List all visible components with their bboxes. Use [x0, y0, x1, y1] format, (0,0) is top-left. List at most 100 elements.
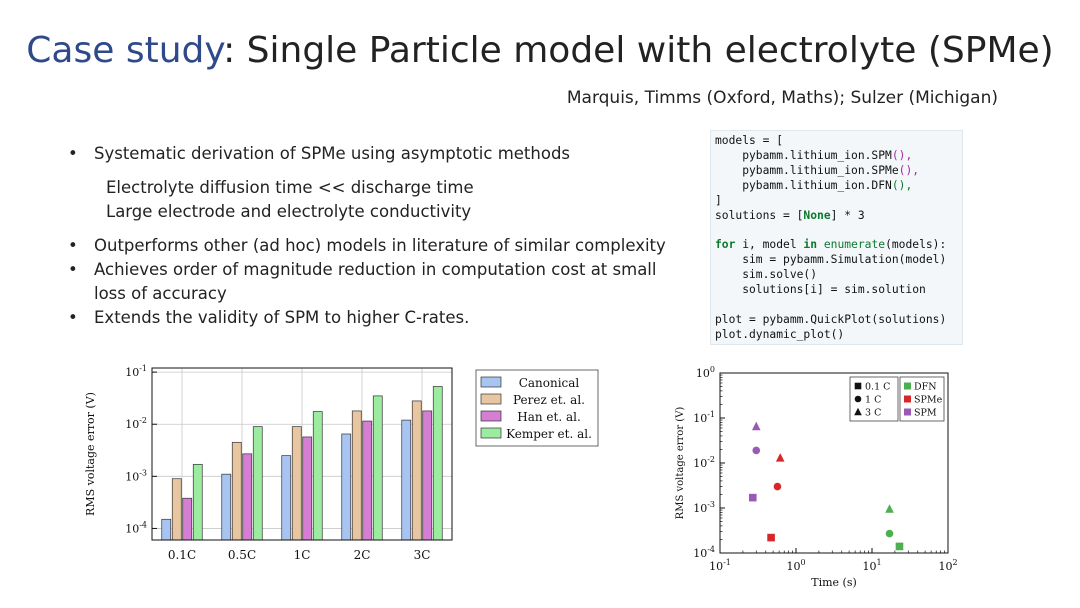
y-tick-label: 10-4	[693, 545, 715, 560]
bullet-item: • Achieves order of magnitude reduction i…	[68, 258, 688, 306]
bullet-text: Achieves order of magnitude reduction in…	[94, 260, 657, 303]
code-line: models = [	[715, 134, 784, 147]
legend-label: Kemper et. al.	[506, 427, 592, 441]
x-tick-label: 0.1C	[168, 548, 196, 562]
scatter-chart: 10-1 100 101 102 10-4 10-3 10-2 10-1 100 Time (s)…	[675, 365, 958, 589]
bullet-dot: •	[68, 260, 78, 279]
code-line: for i, model in enumerate(models):	[715, 238, 947, 252]
data-point	[751, 421, 761, 431]
bar	[432, 386, 443, 541]
bullet-item: • Outperforms other (ad hoc) models in li…	[68, 234, 688, 258]
bullet-text: Outperforms other (ad hoc) models in lit…	[94, 236, 666, 255]
bar	[161, 518, 172, 541]
legend-marker	[854, 395, 862, 403]
bullet-dot: •	[68, 236, 78, 255]
bar	[362, 420, 373, 541]
code-line: solutions[i] = sim.solution	[715, 283, 926, 297]
bullet-list: • Systematic derivation of SPMe using asy…	[68, 142, 688, 330]
legend-label: Canonical	[519, 376, 580, 390]
code-line: plot.dynamic_plot()	[715, 327, 845, 341]
bar	[302, 436, 313, 541]
data-point	[773, 482, 782, 491]
bar	[291, 426, 302, 541]
y-tick-label: 10-3	[693, 500, 715, 515]
y-tick-label: 10-1	[125, 364, 147, 379]
bullet-item: • Extends the validity of SPM to higher C…	[68, 306, 688, 330]
bar	[221, 473, 232, 541]
code-line-blank	[715, 223, 958, 238]
bullet-text: Extends the validity of SPM to higher C-…	[94, 308, 470, 327]
legend-label: DFN	[914, 382, 937, 393]
y-tick-label: 10-2	[693, 455, 715, 470]
data-point	[885, 529, 894, 538]
legend-swatch	[904, 395, 911, 403]
data-point	[767, 533, 775, 542]
y-tick-label: 100	[696, 365, 715, 380]
code-line: plot = pybamm.QuickPlot(solutions)	[715, 312, 947, 326]
bar	[281, 455, 292, 541]
legend-label: Han et. al.	[517, 410, 581, 424]
x-tick-label: 101	[862, 558, 881, 573]
y-tick-label: 10-1	[693, 410, 715, 425]
bar	[351, 410, 362, 541]
authors-line: Marquis, Timms (Oxford, Maths); Sulzer (…	[566, 88, 998, 108]
bar	[341, 433, 352, 541]
data-point	[895, 542, 904, 551]
data-point	[885, 504, 894, 513]
bullet-text: Systematic derivation of SPMe using asym…	[94, 144, 571, 163]
bar	[372, 395, 383, 541]
x-axis-label: Time (s)	[811, 576, 857, 589]
y-tick-label: 10-4	[125, 520, 147, 535]
x-tick-label: 100	[786, 558, 805, 573]
x-tick-label: 102	[938, 558, 957, 573]
bullet-dot: •	[68, 308, 78, 327]
data-point	[775, 453, 785, 462]
code-line: ]	[715, 193, 722, 207]
legend-swatch	[480, 427, 502, 439]
legend-label: SPM	[914, 408, 937, 419]
legend-label: Perez et. al.	[513, 393, 585, 407]
y-tick-label: 10-3	[125, 468, 147, 483]
x-tick-label: 2C	[354, 548, 371, 562]
code-block: models = [ pybamm.lithium_ion.SPM(), pyb…	[710, 130, 963, 345]
legend-swatch	[480, 376, 502, 388]
bar	[171, 478, 182, 541]
legend-swatch	[480, 410, 502, 422]
y-axis-label: RMS voltage error (V)	[675, 407, 686, 520]
bar	[411, 400, 422, 541]
code-line-blank	[715, 298, 958, 313]
data-point	[748, 493, 757, 502]
slide-title: Case study: Single Particle model with e…	[0, 30, 1080, 71]
y-tick-label: 10-2	[125, 416, 147, 431]
sub-point: Large electrode and electrolyte conducti…	[106, 202, 472, 221]
legend-label: 3 C	[865, 408, 881, 419]
x-tick-label: 10-1	[709, 558, 731, 573]
title-accent: Case study	[26, 30, 224, 71]
code-line: sim.solve()	[715, 268, 818, 282]
title-rest: : Single Particle model with electrolyte…	[223, 30, 1054, 71]
bullet-item: • Systematic derivation of SPMe using asy…	[68, 142, 688, 166]
bar	[252, 426, 263, 541]
legend-swatch	[480, 393, 502, 405]
bar	[182, 497, 193, 541]
code-line: solutions = [None] * 3	[715, 208, 865, 222]
legend-label: 1 C	[865, 395, 881, 406]
bar	[422, 410, 433, 541]
data-point	[752, 446, 761, 455]
legend-label: 0.1 C	[865, 382, 890, 393]
x-tick-label: 0.5C	[228, 548, 256, 562]
code-line: sim = pybamm.Simulation(model)	[715, 253, 947, 267]
bar	[231, 441, 242, 541]
legend-marker	[854, 407, 862, 416]
legend-swatch	[904, 382, 911, 390]
code-line: pybamm.lithium_ion.SPMe(),	[715, 163, 920, 177]
legend-label: SPMe	[914, 395, 943, 406]
bar-chart: 0.1C 0.5C 1C 2C 3C 10-4 10-3 10-2 10-1 RMS voltag…	[84, 364, 599, 562]
x-tick-label: 1C	[294, 548, 311, 562]
legend-marker	[854, 382, 862, 390]
bar	[312, 411, 323, 541]
sub-point: Electrolyte diffusion time << discharge …	[106, 178, 474, 197]
bar	[242, 453, 253, 541]
bullet-dot: •	[68, 144, 78, 163]
x-tick-label: 3C	[414, 548, 431, 562]
